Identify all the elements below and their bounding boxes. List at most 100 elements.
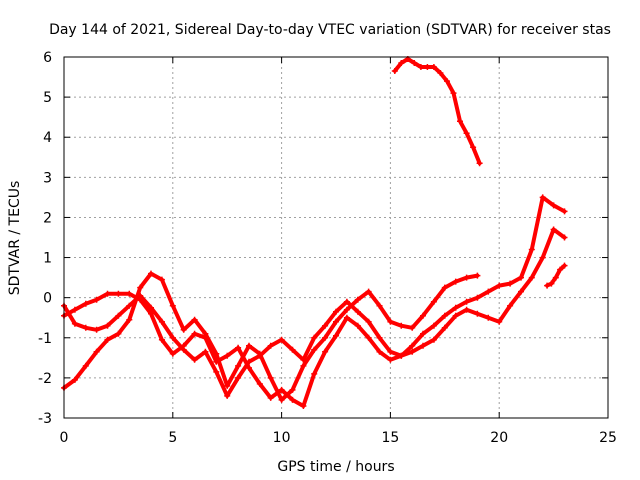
data-point [235,344,242,351]
data-point [213,358,220,365]
data-point [561,262,568,269]
data-point [322,348,329,355]
data-point [235,374,242,381]
y-tick-labels: -3 -2 -1 0 1 2 3 4 5 6 [38,50,52,427]
x-axis-label: GPS time / hours [277,459,394,475]
series-layer [61,56,568,409]
data-point [387,318,394,325]
data-point [278,386,285,393]
data-point [180,326,187,333]
data-point [474,272,481,279]
data-point [409,324,416,331]
data-point [148,270,154,277]
series-track-e [544,262,568,289]
data-point [376,302,383,309]
data-point [71,306,78,313]
y-tick-label: 6 [43,50,52,66]
data-point [539,254,546,261]
data-point [548,280,555,287]
data-point [333,332,339,339]
x-tick-label: 25 [599,430,617,446]
data-point [148,304,154,311]
data-point [246,342,252,349]
data-point [71,376,78,383]
data-point [398,322,405,329]
data-point [289,346,296,353]
data-point [561,208,568,215]
data-point [158,336,165,343]
y-tick-label: -1 [38,331,52,347]
data-point [191,316,198,323]
data-point [104,322,111,329]
data-point [528,274,535,281]
data-point [552,274,559,281]
data-point [470,144,477,151]
data-point [387,348,394,355]
data-point [126,302,133,309]
data-point [224,382,231,389]
data-point [169,350,176,357]
data-point [557,266,564,273]
data-point [474,294,481,301]
y-tick-label: 1 [43,251,52,267]
data-point [256,352,263,359]
data-point [365,334,372,341]
x-tick-labels: 0 5 10 15 20 25 [60,430,617,446]
data-point [278,336,285,343]
data-point [430,322,437,329]
data-point [496,318,503,325]
data-point [82,300,89,307]
data-point [437,70,444,76]
data-point [507,280,514,287]
data-point [424,64,431,70]
data-point [224,352,231,359]
data-point [246,358,252,365]
y-tick-label: 3 [43,170,52,186]
data-point [463,306,470,313]
data-point [202,334,209,341]
data-point [354,308,361,315]
data-point [235,362,242,369]
data-point [322,322,329,329]
data-point [71,320,78,327]
x-tick-label: 15 [381,430,399,446]
data-point [104,336,111,343]
data-point [267,342,274,349]
data-point [202,348,209,355]
axis-ticks [63,56,609,419]
data-point [115,312,122,319]
data-point [441,324,448,331]
data-point [476,160,483,167]
data-point [409,342,416,349]
data-point [82,324,89,331]
data-point [343,306,350,313]
data-point [213,368,220,375]
data-point [300,362,307,369]
data-point [550,226,557,233]
data-point [333,318,339,325]
data-point [278,396,285,403]
data-point [322,334,329,341]
data-point [289,386,296,393]
data-point [398,352,405,359]
data-point [544,282,551,289]
data-point [441,284,448,291]
data-point [430,64,437,70]
data-point [376,348,383,355]
data-point [387,356,394,363]
data-point [311,370,318,377]
data-point [311,334,318,341]
data-point [444,78,450,85]
data-point [391,68,398,74]
data-point [463,130,470,137]
data-point [311,346,318,353]
y-tick-label: 5 [43,90,52,106]
data-point [104,290,111,297]
data-point [137,292,144,299]
series-track-c [61,194,568,399]
series-line [392,57,482,166]
chart-title: Day 144 of 2021, Sidereal Day-to-day VTE… [49,22,611,38]
data-point [528,246,535,253]
data-point [354,296,361,303]
